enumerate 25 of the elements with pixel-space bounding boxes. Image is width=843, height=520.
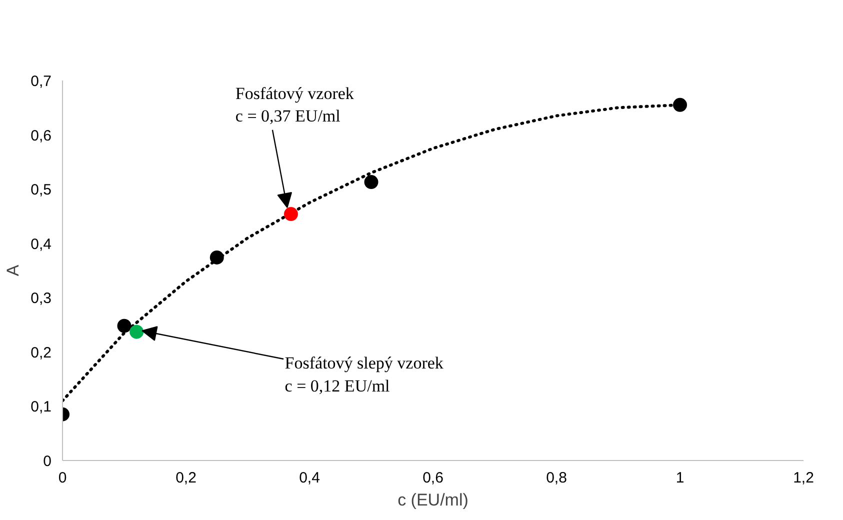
- x-tick-label: 1: [676, 470, 684, 486]
- x-tick-label: 0,4: [299, 470, 320, 486]
- x-tick-label: 0: [58, 470, 67, 486]
- point: [364, 175, 378, 189]
- y-tick-label: 0,2: [30, 344, 52, 362]
- y-tick-label: 0,1: [30, 398, 52, 416]
- x-tick-label: 0,6: [422, 470, 444, 486]
- point: [117, 318, 132, 333]
- point: [673, 98, 687, 112]
- y-tick-label: 0,4: [30, 236, 52, 253]
- y-tick-label: 0: [43, 453, 52, 470]
- y-tick-label: 0,3: [30, 290, 52, 308]
- x-axis-title: c (EU/ml): [398, 490, 468, 510]
- annotation: Fosfátový slepý vzorek c = 0,12 EU/ml: [284, 354, 444, 396]
- point: [210, 250, 224, 264]
- y-axis-title: A: [4, 264, 23, 276]
- y-tick-label: 0,7: [30, 73, 52, 90]
- y-tick-label: 0,5: [30, 182, 52, 199]
- x-tick-label: 0,8: [546, 470, 567, 486]
- x-tick-label: 0,2: [176, 470, 196, 486]
- point: [284, 207, 298, 222]
- y-tick-label: 0,6: [30, 127, 52, 144]
- point: [130, 324, 144, 339]
- annotation: Fosfátový vzorek c = 0,37 EU/ml: [235, 84, 354, 126]
- x-tick-label: 1,2: [793, 470, 814, 486]
